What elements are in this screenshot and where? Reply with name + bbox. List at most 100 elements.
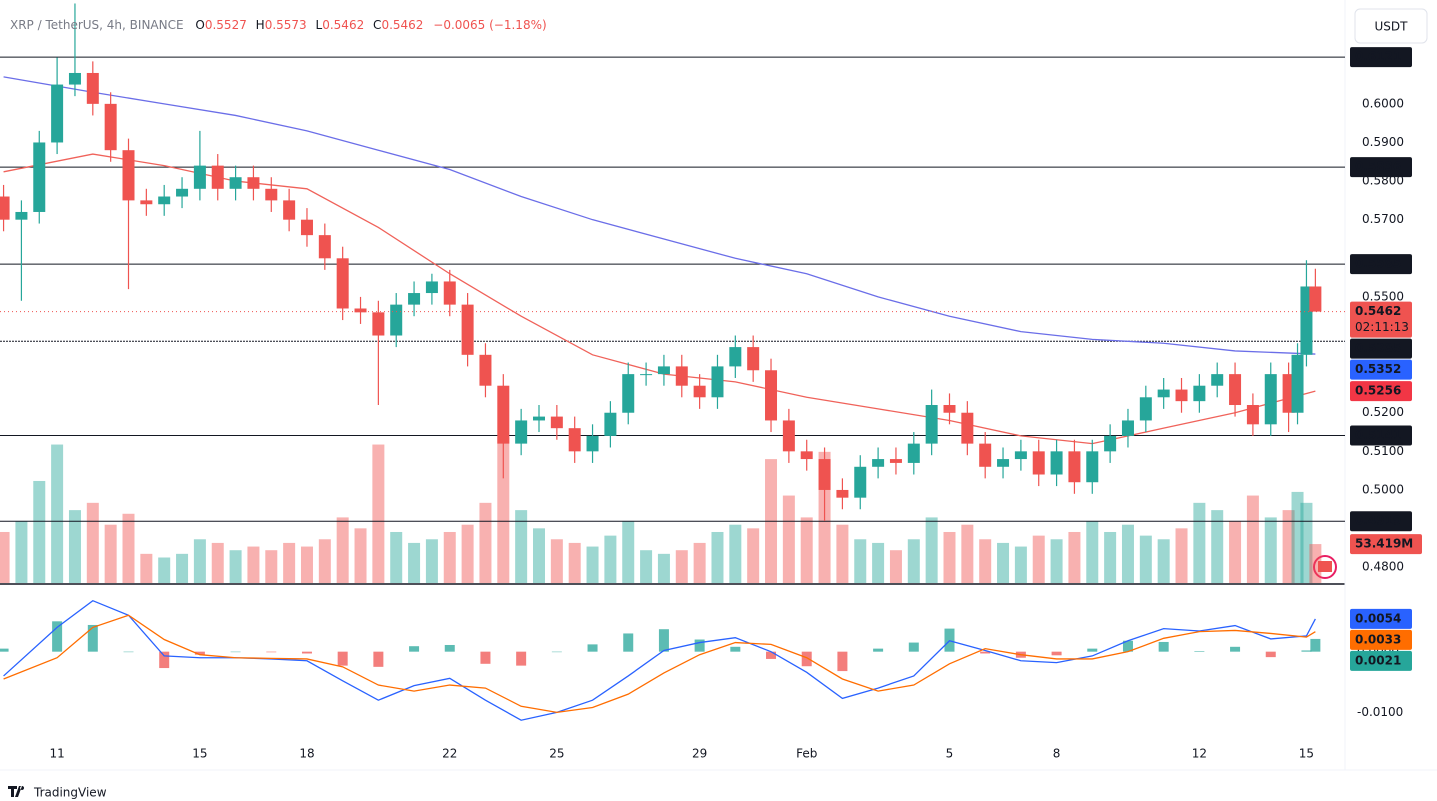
x-tick-label: 15 [192, 747, 207, 761]
candle-body [336, 258, 349, 309]
candle-body [176, 188, 189, 197]
candle-body [229, 177, 242, 189]
macd-histogram-bar [658, 629, 669, 652]
volume-bar [408, 542, 421, 583]
currency-button-box[interactable] [1354, 8, 1428, 44]
x-tick-label: 22 [442, 747, 457, 761]
candle-body [640, 374, 653, 376]
macd-histogram-bar [908, 642, 919, 652]
histogram-tag-box [1350, 650, 1412, 671]
candle-body [1086, 451, 1099, 483]
volume-bar [550, 539, 563, 583]
volume-bar [461, 524, 474, 583]
candle-body [354, 308, 367, 313]
currency-label[interactable]: USDT [1375, 20, 1409, 34]
volume-bar [265, 550, 278, 583]
candle-body [390, 304, 403, 336]
ma-tag: 0.5352 [1355, 362, 1401, 376]
volume-bar [604, 535, 617, 583]
candle-body [104, 103, 117, 151]
volume-bar [961, 524, 974, 583]
last-price-tag-box [1350, 301, 1412, 338]
candle-body [140, 200, 153, 205]
ma-tag-box [1350, 359, 1412, 380]
candle-body [586, 435, 599, 452]
candle-body [550, 416, 563, 429]
symbol-title: XRP / TetherUS, 4h, BINANCE [10, 18, 184, 32]
candle-body [425, 281, 438, 294]
volume-bar [104, 524, 117, 583]
candle-body [675, 366, 688, 386]
candle-body [747, 347, 760, 371]
volume-bar [693, 542, 706, 583]
ohlc-label: H [256, 18, 265, 32]
candle-body [925, 405, 938, 444]
candle-body [657, 366, 670, 375]
level-tag: 0.6121 [1355, 50, 1401, 64]
x-tick-label: Feb [796, 747, 817, 761]
volume-bar [782, 495, 795, 583]
volume-bar [1193, 502, 1206, 583]
volume-bar [854, 539, 867, 583]
candle-body [408, 293, 421, 305]
macd-histogram-bar [373, 651, 384, 667]
level-tag-box [1350, 425, 1412, 446]
volume-bar [51, 444, 64, 583]
candle-body [568, 428, 581, 452]
volume-bar [1121, 524, 1134, 583]
y-tick-label: 0.5700 [1362, 212, 1404, 226]
volume-bar [1104, 531, 1117, 583]
candle-body [979, 443, 992, 467]
candle-body [997, 459, 1010, 467]
volume-bar [318, 539, 331, 583]
volume-bar [140, 553, 153, 583]
candle-body [800, 451, 813, 460]
macd-histogram-bar [87, 624, 98, 652]
volume-bar [176, 553, 189, 583]
flag-icon [1313, 555, 1337, 579]
volume-bar [622, 521, 635, 583]
level-tag-box [1350, 47, 1412, 68]
level-tag: 0.5385 [1355, 341, 1401, 355]
candle-body [443, 281, 456, 305]
macd-histogram-bar [444, 644, 455, 652]
candle-body [1229, 374, 1242, 406]
ohlc-value: 0.5462 [381, 18, 423, 32]
volume-bar [1032, 535, 1045, 583]
macd-histogram-bar [694, 639, 705, 652]
candle-body [693, 385, 706, 398]
volume-bar [640, 550, 653, 583]
macd-histogram-bar [587, 644, 598, 652]
candle-body [1291, 354, 1304, 413]
x-tick-label: 25 [549, 747, 564, 761]
signal-tag-box [1350, 629, 1412, 650]
volume-bar [300, 546, 313, 583]
volume-bar [1282, 510, 1295, 583]
x-tick-label: 11 [49, 747, 64, 761]
volume-bar [1291, 491, 1304, 583]
macd-histogram-bar [766, 651, 777, 659]
macd-histogram-bar [337, 651, 348, 666]
last-price-tag-countdown: 02:11:13 [1355, 320, 1409, 334]
x-tick-label: 15 [1299, 747, 1314, 761]
volume-bar [1050, 539, 1063, 583]
candle-body [1157, 389, 1170, 398]
candle-body [622, 374, 635, 413]
candle-body [33, 142, 46, 212]
candle-body [1104, 435, 1117, 452]
price-pane [0, 3, 1345, 583]
candle-body [943, 405, 956, 413]
macd-tag-box [1350, 608, 1412, 629]
candle-body [51, 84, 64, 143]
macd-histogram-bar [123, 651, 134, 653]
volume-bar [515, 510, 528, 583]
volume-bar [1068, 531, 1081, 583]
candle-body [1139, 397, 1152, 421]
level-tag-box [1350, 254, 1412, 275]
volume-bar [675, 550, 688, 583]
volume-bar [122, 513, 135, 583]
currency-button[interactable]: USDT [1354, 8, 1428, 44]
candle-body [711, 366, 724, 398]
x-tick-label: 5 [946, 747, 954, 761]
